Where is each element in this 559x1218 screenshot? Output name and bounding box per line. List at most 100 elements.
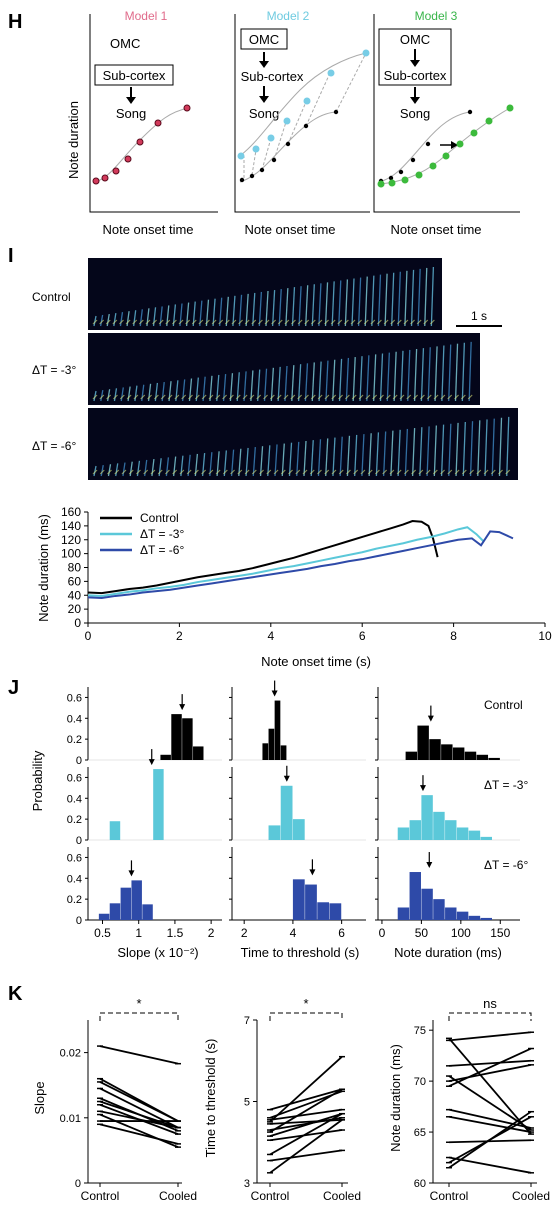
legend-control: Control bbox=[140, 511, 179, 525]
spectrogram-note bbox=[277, 366, 281, 402]
spectrogram-note-base bbox=[343, 319, 349, 325]
histogram-grid: 0 0.2 0.4 0.6 0 0.2 0.4 0.6 0.5 1 1.5 2 0 0.2 0.4 0.6 2 4… bbox=[67, 680, 520, 940]
spectrogram-note-base bbox=[185, 319, 191, 325]
spectrogram-note bbox=[232, 295, 236, 327]
model-2: Model 2 OMC Sub-cortex Song bbox=[234, 9, 370, 237]
k-significance-bracket bbox=[99, 1012, 179, 1021]
spectrogram-note-base bbox=[374, 469, 380, 475]
m3-green-dot bbox=[401, 176, 409, 184]
spectrogram-note-base bbox=[389, 469, 395, 475]
k-ylabel-time: Time to threshold (s) bbox=[203, 1039, 218, 1158]
y-tick-label: 120 bbox=[61, 533, 81, 547]
m3-green-dot bbox=[470, 129, 478, 137]
spectrogram-note-base bbox=[403, 319, 409, 325]
hist-bar bbox=[317, 902, 330, 920]
model-3-curve-black bbox=[378, 111, 471, 183]
y-tick-label: 160 bbox=[61, 505, 81, 519]
spectrogram-note bbox=[433, 425, 437, 477]
spectrogram-note-base bbox=[251, 319, 257, 325]
spectrogram-note bbox=[379, 353, 384, 402]
k-pair-line bbox=[99, 1045, 179, 1065]
m2-black-dot bbox=[259, 167, 265, 173]
hist-bar bbox=[433, 811, 445, 840]
spectrogram-note-base bbox=[194, 394, 200, 400]
spectrogram-note bbox=[113, 313, 117, 327]
k-pair-line bbox=[99, 1123, 179, 1145]
k-y-tick-label: 0.01 bbox=[60, 1113, 81, 1125]
model-3-arrowhead-2 bbox=[410, 97, 420, 104]
hist-bar bbox=[441, 744, 453, 760]
hist-bar bbox=[280, 785, 293, 840]
spectrogram-note-base bbox=[167, 394, 173, 400]
spectrogram-note-base bbox=[403, 469, 409, 475]
spectrogram-note-base bbox=[302, 469, 308, 475]
spectrogram-note bbox=[252, 446, 256, 477]
hist-bar bbox=[429, 739, 441, 760]
spectrogram-note-base bbox=[490, 469, 496, 475]
spectrogram-note bbox=[419, 427, 423, 477]
spectrogram-note-base bbox=[119, 319, 124, 325]
spectrogram-note-base bbox=[396, 319, 402, 325]
paired-comparisons: 0 0.01 0.02 Control Cooled * 3 5 7 Control Cooled *… bbox=[60, 996, 550, 1203]
hist-x-tick-label: 4 bbox=[290, 926, 297, 940]
model-3-omc: OMC bbox=[400, 32, 430, 47]
spectrogram-note bbox=[400, 350, 404, 402]
hist-bar bbox=[153, 769, 164, 840]
m2-cyan-dot bbox=[327, 69, 335, 77]
spectrogram-note bbox=[252, 292, 256, 327]
median-arrowhead bbox=[426, 862, 433, 869]
spectrogram-note-base bbox=[158, 319, 164, 325]
model-2-axes bbox=[234, 14, 370, 213]
spectrogram-note-base bbox=[324, 319, 329, 325]
spectrogram-note-base bbox=[211, 319, 217, 325]
spectrogram-note-base bbox=[171, 319, 177, 325]
k-significance-label: * bbox=[303, 996, 308, 1011]
spectrogram-note-base bbox=[160, 394, 166, 400]
model-1-xlabel: Note onset time bbox=[102, 222, 193, 237]
m3-black-dot bbox=[398, 169, 404, 175]
spectrogram-note-base bbox=[140, 394, 146, 400]
m2-cyan-dot bbox=[283, 117, 291, 125]
hist-bar bbox=[445, 820, 457, 840]
median-arrowhead bbox=[271, 690, 278, 697]
spectrogram-note bbox=[368, 433, 372, 477]
hist-bar bbox=[274, 700, 281, 760]
spectrogram-note-base bbox=[420, 394, 425, 400]
spectrogram-note bbox=[238, 448, 242, 477]
y-tick-label: 40 bbox=[68, 588, 82, 602]
model-3: Model 3 OMC Sub-cortex Song bbox=[373, 9, 520, 237]
k-pair-line bbox=[269, 1149, 343, 1162]
hist-y-tick-label: 0.4 bbox=[67, 713, 82, 725]
spectrogram-note-base bbox=[251, 469, 257, 475]
spectrogram-note-base bbox=[256, 394, 262, 400]
hist-bar bbox=[468, 830, 481, 840]
spectrogram-note bbox=[407, 349, 411, 402]
k-pair-line bbox=[448, 1047, 532, 1088]
spectrogram-note-base bbox=[208, 394, 214, 400]
spectrogram-note bbox=[245, 293, 249, 327]
hist-bar bbox=[268, 728, 275, 760]
spectrogram-note-base bbox=[99, 394, 105, 400]
hist-bar bbox=[305, 884, 317, 920]
hist-bar bbox=[109, 903, 121, 920]
spectrogram-note bbox=[331, 281, 335, 327]
legend-minus3: ΔT = -3° bbox=[140, 527, 184, 541]
spectrogram-note bbox=[410, 269, 415, 327]
spectrogram-note-base bbox=[92, 394, 98, 400]
m2-black-dot bbox=[271, 157, 277, 163]
m2-black-dot bbox=[333, 109, 339, 115]
spectrogram-note bbox=[404, 428, 409, 477]
m3-black-dot bbox=[410, 157, 416, 163]
hist-bar bbox=[480, 917, 492, 920]
spectrogram-note-base bbox=[440, 469, 446, 475]
spectrogram-note bbox=[338, 280, 342, 327]
k-x-tick-label: Control bbox=[81, 1189, 120, 1203]
spectrogram-note-base bbox=[92, 469, 98, 475]
spectrogram-note-base bbox=[283, 394, 289, 400]
spectrogram-note bbox=[115, 463, 119, 477]
spectrogram-note bbox=[413, 349, 418, 402]
spectrogram-note-base bbox=[290, 394, 296, 400]
model-2-cyan-dots bbox=[237, 49, 370, 160]
model-2-omc: OMC bbox=[249, 32, 279, 47]
hist-x-tick-label: 2 bbox=[241, 926, 248, 940]
